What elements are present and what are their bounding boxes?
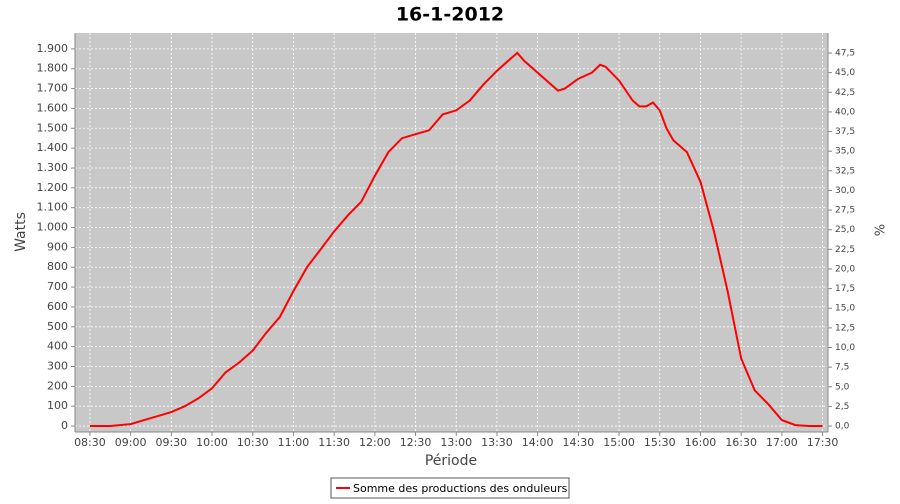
y-tick-label: 1.300 [37, 161, 69, 174]
y-tick-label: 1.800 [37, 62, 69, 75]
x-tick-label: 14:00 [522, 436, 554, 449]
y2-tick-label: 2,5 [835, 402, 849, 412]
y2-tick-label: 35,0 [835, 147, 855, 157]
y-tick-label: 1.100 [37, 201, 69, 214]
x-tick-label: 09:00 [115, 436, 147, 449]
x-tick-label: 13:00 [440, 436, 472, 449]
y-tick-label: 1.500 [37, 121, 69, 134]
y2-axis-label: % [874, 224, 889, 236]
y-tick-label: 1.400 [37, 141, 69, 154]
x-tick-label: 12:30 [400, 436, 432, 449]
y-tick-label: 800 [47, 260, 68, 273]
y2-tick-label: 25,0 [835, 225, 855, 235]
y2-tick-label: 47,5 [835, 49, 855, 59]
x-axis-label: Période [425, 453, 477, 469]
y2-tick-label: 22,5 [835, 245, 855, 255]
y-tick-label: 100 [47, 399, 68, 412]
y2-tick-label: 27,5 [835, 206, 855, 216]
y-tick-label: 1.600 [37, 101, 69, 114]
x-tick-label: 17:30 [807, 436, 839, 449]
y2-tick-label: 32,5 [835, 166, 855, 176]
y-tick-label: 400 [47, 340, 68, 353]
y2-tick-label: 0,0 [835, 422, 850, 432]
y-tick-label: 900 [47, 240, 68, 253]
x-tick-label: 11:30 [318, 436, 350, 449]
y2-tick-label: 37,5 [835, 127, 855, 137]
y-tick-label: 200 [47, 379, 68, 392]
x-tick-label: 12:00 [359, 436, 391, 449]
x-tick-label: 10:00 [196, 436, 228, 449]
legend-label: Somme des productions des onduleurs [353, 482, 568, 495]
y-tick-label: 1.700 [37, 82, 69, 95]
plot-area [75, 33, 828, 432]
x-tick-label: 16:00 [685, 436, 717, 449]
x-tick-label: 15:00 [603, 436, 635, 449]
x-tick-label: 09:30 [155, 436, 187, 449]
y2-tick-label: 12,5 [835, 323, 855, 333]
y-tick-label: 300 [47, 359, 68, 372]
y2-tick-label: 40,0 [835, 107, 855, 117]
y2-tick-label: 10,0 [835, 343, 855, 353]
y-axis-label: Watts [13, 212, 29, 252]
y2-tick-label: 15,0 [835, 304, 855, 314]
y-tick-label: 700 [47, 280, 68, 293]
y-tick-label: 1.200 [37, 181, 69, 194]
x-tick-label: 13:30 [481, 436, 513, 449]
y2-tick-label: 42,5 [835, 88, 855, 98]
y2-tick-label: 45,0 [835, 68, 855, 78]
y2-tick-label: 17,5 [835, 284, 855, 294]
x-tick-label: 11:00 [278, 436, 310, 449]
y-tick-label: 600 [47, 300, 68, 313]
y-tick-label: 1.000 [37, 221, 69, 234]
line-series [89, 51, 823, 427]
y-tick-label: 500 [47, 320, 68, 333]
chart-title: 16-1-2012 [396, 4, 504, 26]
y2-tick-label: 7,5 [835, 363, 849, 373]
x-tick-label: 17:00 [766, 436, 798, 449]
x-tick-label: 16:30 [725, 436, 757, 449]
x-tick-label: 08:30 [74, 436, 106, 449]
y2-tick-label: 20,0 [835, 264, 855, 274]
y2-tick-label: 5,0 [835, 382, 850, 392]
legend [330, 477, 570, 499]
y-tick-label: 0 [61, 419, 68, 432]
y-tick-label: 1.900 [37, 42, 69, 55]
x-tick-label: 14:30 [563, 436, 595, 449]
x-tick-label: 15:30 [644, 436, 676, 449]
x-tick-label: 10:30 [237, 436, 269, 449]
y2-tick-label: 30,0 [835, 186, 855, 196]
